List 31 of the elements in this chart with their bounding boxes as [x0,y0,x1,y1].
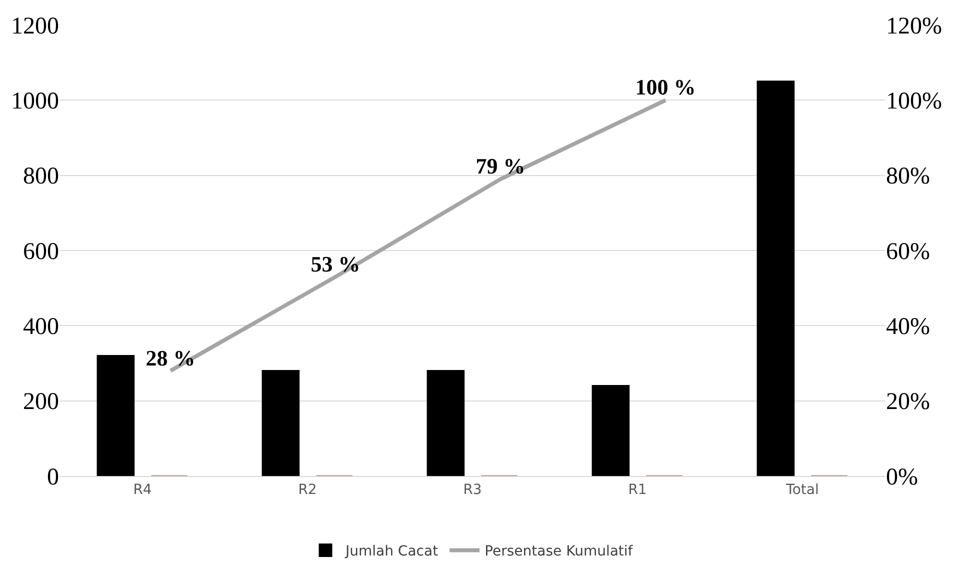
x-tick-label: R4 [133,482,152,498]
line-series [168,98,668,373]
bar [96,354,135,476]
y-tick-label: 0 [47,464,59,490]
y-tick-label: 800 [23,164,59,190]
data-label: 53 % [310,251,360,276]
data-label: 100 % [635,74,696,100]
y-tick-label: 1000 [11,88,59,115]
x-tick-label: R2 [298,482,317,498]
y2-tick-label: 120% [886,13,942,40]
y2-tick-label: 60% [886,238,930,265]
legend-label: Jumlah Cacat [344,544,439,560]
y2-tick-label: 100% [886,88,942,115]
y2-tick-label: 40% [886,314,930,340]
y2-tick-label: 20% [886,389,930,416]
bar [592,385,630,476]
x-tick-label: R1 [628,482,647,498]
bar [262,370,300,476]
legend-label: Persentase Kumulatif [484,544,634,560]
y2-tick-label: 0% [886,464,918,490]
y-tick-label: 600 [23,238,59,265]
x-tick-label: R3 [463,482,482,498]
data-label: 28 % [146,345,196,370]
bar [426,370,465,476]
bar [756,80,795,476]
x-tick-label: Total [785,482,819,498]
y-tick-label: 400 [23,314,59,340]
y-tick-label: 200 [23,389,59,416]
y-tick-label: 1200 [11,13,59,40]
data-label: 79 % [476,154,526,179]
y2-tick-label: 80% [886,164,930,190]
